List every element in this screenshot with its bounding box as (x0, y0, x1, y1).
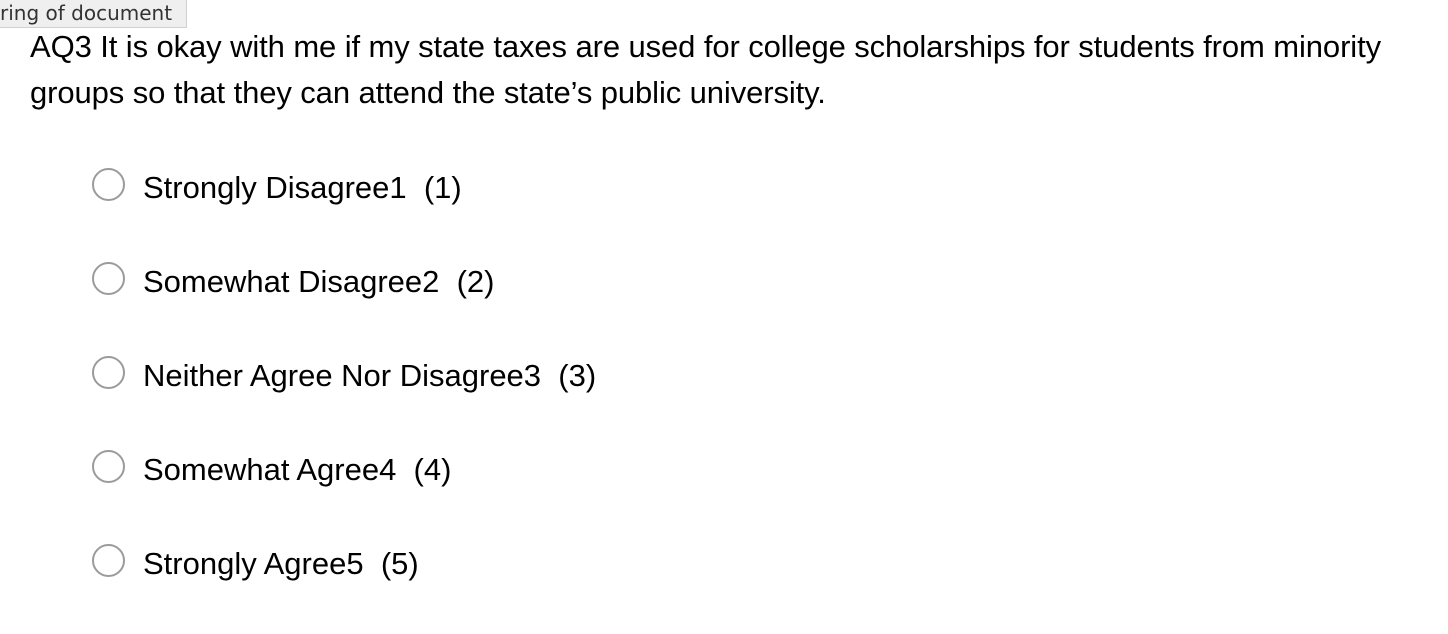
option-strongly-disagree[interactable]: Strongly Disagree1 (1) (92, 164, 992, 258)
option-label[interactable]: Strongly Disagree1 (1) (143, 170, 462, 205)
radio-button[interactable] (92, 544, 125, 577)
option-neither-agree-nor-disagree[interactable]: Neither Agree Nor Disagree3 (3) (92, 352, 992, 446)
document-tooltip: ring of document (0, 0, 188, 28)
option-label[interactable]: Somewhat Agree4 (4) (143, 452, 452, 487)
option-label[interactable]: Neither Agree Nor Disagree3 (3) (143, 358, 597, 393)
option-somewhat-disagree[interactable]: Somewhat Disagree2 (2) (92, 258, 992, 352)
question-text: AQ3 It is okay with me if my state taxes… (30, 29, 1381, 110)
option-somewhat-agree[interactable]: Somewhat Agree4 (4) (92, 446, 992, 540)
option-strongly-agree[interactable]: Strongly Agree5 (5) (92, 540, 992, 634)
radio-button[interactable] (92, 356, 125, 389)
radio-button[interactable] (92, 450, 125, 483)
radio-button[interactable] (92, 168, 125, 201)
answer-options: Strongly Disagree1 (1) Somewhat Disagree… (92, 164, 992, 634)
radio-button[interactable] (92, 262, 125, 295)
option-label[interactable]: Strongly Agree5 (5) (143, 546, 419, 581)
option-label[interactable]: Somewhat Disagree2 (2) (143, 264, 495, 299)
